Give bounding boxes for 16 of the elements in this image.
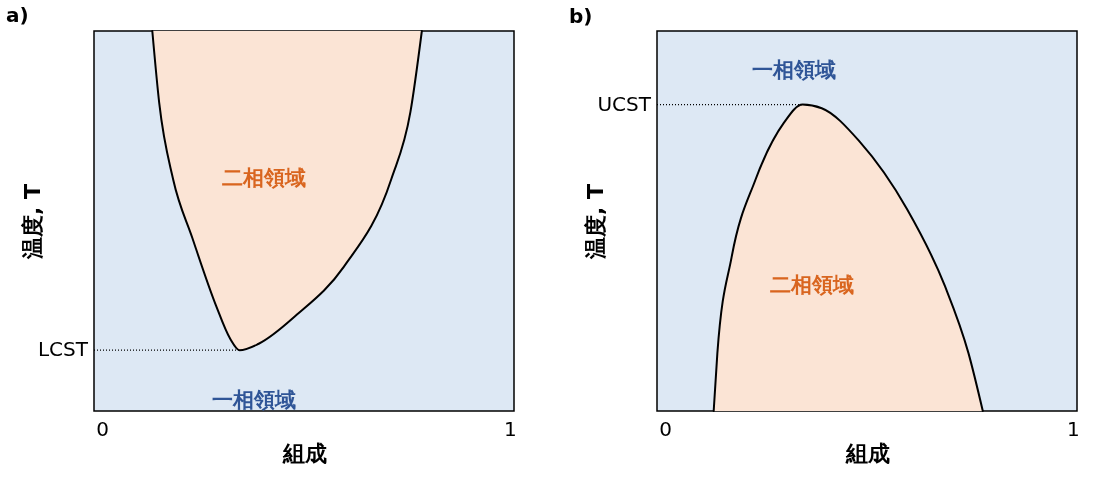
x-axis-title: 組成 — [281, 440, 327, 466]
x-tick-label: 1 — [504, 416, 517, 441]
annotation: 一相領域 — [212, 388, 296, 412]
x-tick-label: 0 — [659, 416, 673, 441]
x-tick-label: 1 — [1067, 416, 1080, 441]
annotation: 二相領域 — [222, 166, 306, 190]
y-axis-title: 温度, T — [582, 183, 608, 261]
text: 一相領域 — [752, 58, 836, 82]
annotation: 二相領域 — [770, 273, 854, 297]
ref-line-label: UCST — [597, 91, 652, 116]
y-axis-title: 温度, T — [19, 183, 45, 261]
x-axis-title: 組成 — [844, 440, 890, 466]
chart-title: b) — [569, 4, 593, 28]
ref-line-label: LCST — [37, 337, 89, 362]
chart-title: a) — [6, 3, 29, 27]
x-tick-label: 0 — [96, 416, 110, 441]
